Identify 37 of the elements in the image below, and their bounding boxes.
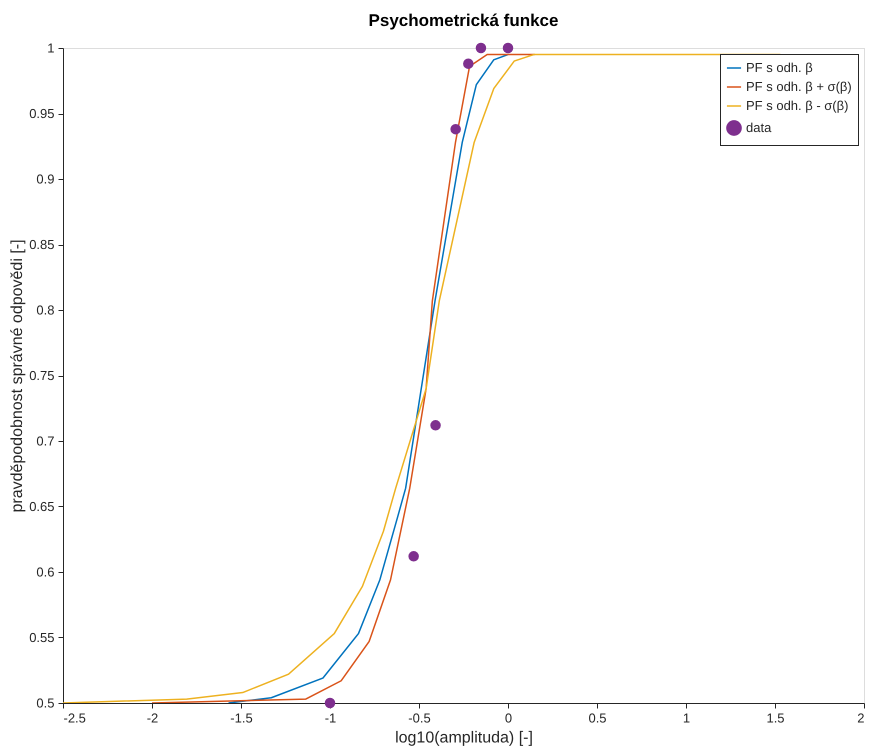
point bbox=[324, 698, 336, 708]
y-tick-label: 0.95 bbox=[29, 106, 54, 121]
y-tick-label: 1 bbox=[47, 40, 54, 56]
y-tick-label: 0.9 bbox=[36, 172, 54, 186]
y-tick-label: 0.85 bbox=[29, 237, 54, 252]
x-tick-label: 0.5 bbox=[588, 710, 607, 726]
x-tick-label: 0 bbox=[504, 710, 512, 726]
y-tick-label: 0.55 bbox=[29, 630, 54, 645]
y-tick-label: 0.7 bbox=[36, 434, 54, 448]
x-tick-label: -1 bbox=[324, 710, 336, 726]
point bbox=[408, 551, 419, 562]
legend-label: data bbox=[746, 120, 772, 135]
chart-title: Psychometrická funkce bbox=[368, 11, 558, 30]
y-tick-label: 0.75 bbox=[29, 368, 54, 383]
y-axis-title: pravděpodobnost správné odpovědi [-] bbox=[9, 239, 26, 513]
point bbox=[502, 42, 514, 54]
x-tick-label: 2 bbox=[857, 710, 864, 726]
x-axis-title: log10(amplituda) [-] bbox=[395, 730, 533, 746]
point bbox=[463, 58, 474, 69]
line-series bbox=[151, 54, 536, 703]
line-series bbox=[228, 54, 509, 703]
x-tick-label: 1.5 bbox=[766, 710, 785, 726]
x-tick-label: -2.5 bbox=[64, 710, 86, 726]
x-tick-label: -2 bbox=[146, 710, 158, 726]
point bbox=[476, 42, 486, 54]
legend-label: PF s odh. β + σ(β) bbox=[746, 79, 852, 94]
y-tick-label: 0.8 bbox=[36, 302, 54, 318]
point bbox=[450, 124, 461, 134]
legend-label: PF s odh. β - σ(β) bbox=[746, 98, 848, 113]
point bbox=[430, 420, 441, 431]
x-tick-label: 1 bbox=[682, 710, 690, 726]
y-tick-label: 0.6 bbox=[36, 564, 54, 580]
legend-label: PF s odh. β bbox=[746, 60, 813, 75]
y-tick-label: 0.5 bbox=[36, 696, 54, 710]
x-tick-label: -0.5 bbox=[408, 710, 431, 726]
x-tick-label: -1.5 bbox=[230, 710, 253, 726]
y-tick-label: 0.65 bbox=[29, 499, 54, 514]
